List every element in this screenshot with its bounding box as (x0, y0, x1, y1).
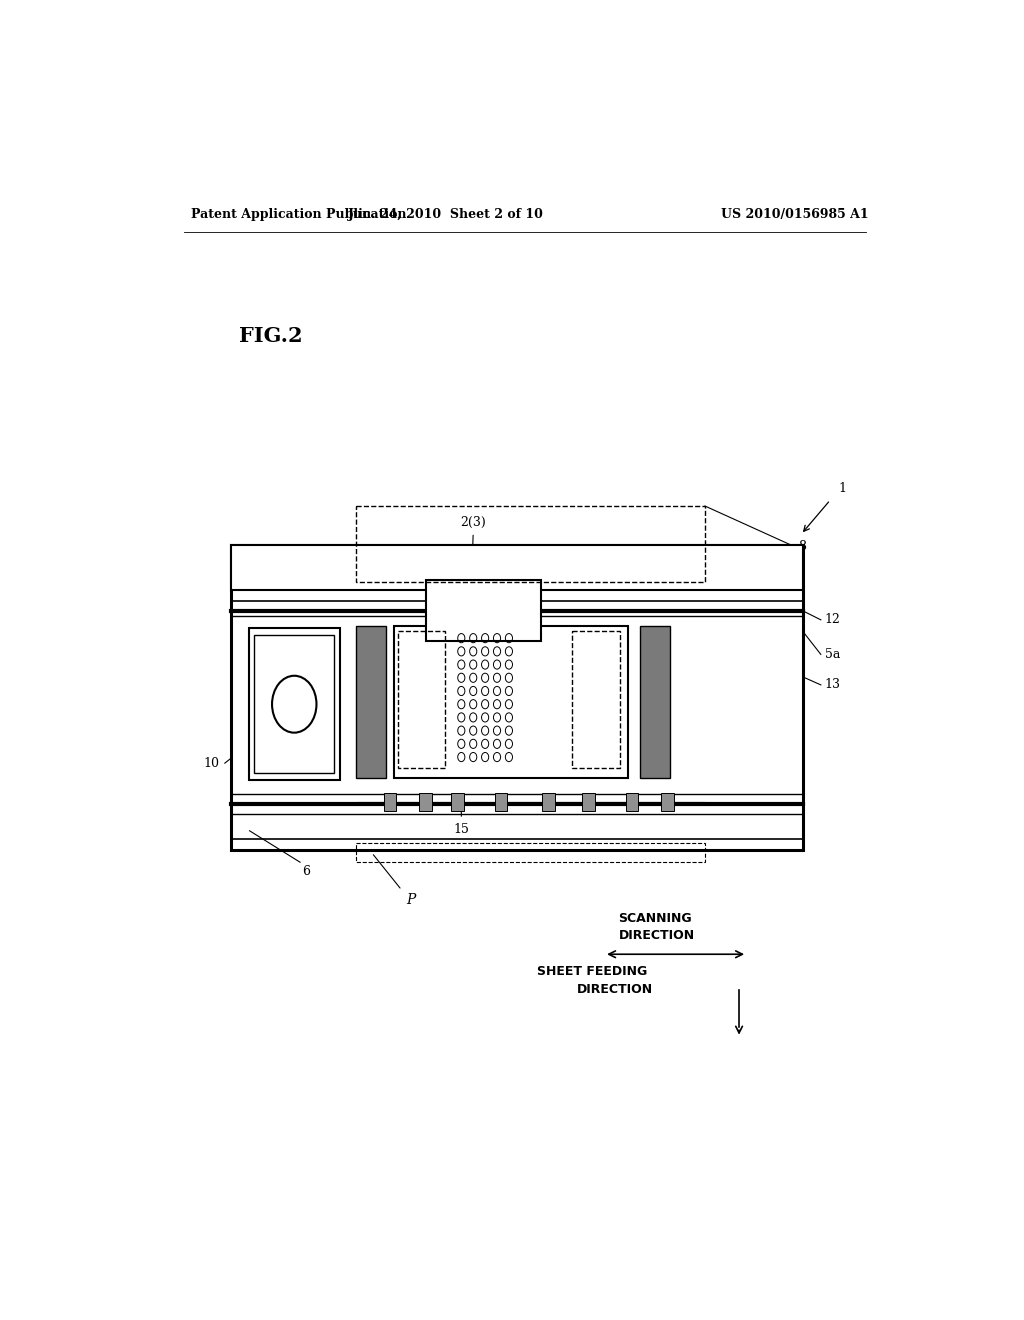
Text: 13: 13 (824, 678, 841, 692)
Polygon shape (662, 792, 674, 810)
Text: US 2010/0156985 A1: US 2010/0156985 A1 (721, 207, 868, 220)
Polygon shape (394, 626, 628, 779)
Text: 4: 4 (570, 665, 579, 678)
Text: DIRECTION: DIRECTION (577, 983, 652, 997)
Polygon shape (419, 792, 432, 810)
Polygon shape (582, 792, 595, 810)
Polygon shape (640, 626, 670, 779)
Text: 12: 12 (824, 614, 841, 627)
Text: 15: 15 (454, 822, 469, 836)
Text: SHEET FEEDING: SHEET FEEDING (537, 965, 647, 978)
Text: FIG.2: FIG.2 (240, 326, 303, 346)
Polygon shape (451, 792, 464, 810)
Polygon shape (543, 792, 555, 810)
Text: Jun. 24, 2010  Sheet 2 of 10: Jun. 24, 2010 Sheet 2 of 10 (347, 207, 544, 220)
Polygon shape (626, 792, 638, 810)
Text: 5a: 5a (824, 648, 840, 661)
Polygon shape (426, 581, 541, 642)
Text: 10: 10 (204, 756, 219, 770)
Text: 2(3): 2(3) (461, 516, 486, 529)
Text: 1: 1 (839, 482, 846, 495)
Text: 8: 8 (799, 540, 807, 553)
Text: 6: 6 (303, 866, 310, 878)
Polygon shape (384, 792, 396, 810)
Polygon shape (249, 628, 340, 780)
Polygon shape (231, 545, 803, 590)
Polygon shape (495, 792, 507, 810)
Text: Patent Application Publication: Patent Application Publication (191, 207, 407, 220)
Text: DIRECTION: DIRECTION (618, 929, 694, 942)
Text: P: P (406, 894, 415, 907)
Text: SCANNING: SCANNING (618, 912, 692, 925)
Polygon shape (355, 626, 386, 779)
